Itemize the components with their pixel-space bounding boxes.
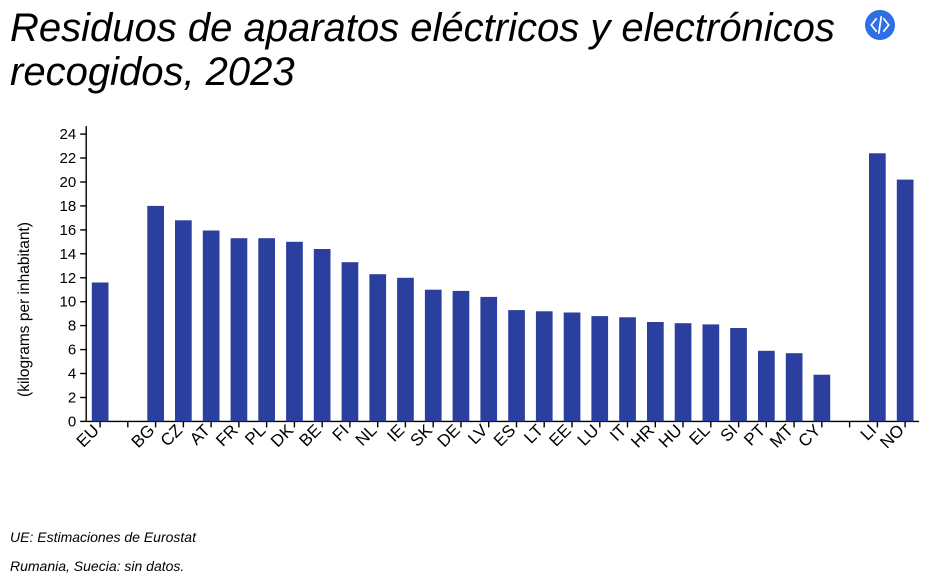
svg-text:EL: EL	[685, 421, 713, 449]
svg-text:10: 10	[60, 294, 77, 311]
svg-text:14: 14	[60, 246, 77, 263]
svg-text:SI: SI	[717, 421, 742, 446]
svg-text:SK: SK	[407, 420, 437, 450]
svg-text:LU: LU	[574, 421, 603, 450]
svg-text:NL: NL	[352, 421, 381, 450]
svg-text:ES: ES	[490, 421, 519, 450]
svg-text:FR: FR	[212, 421, 241, 450]
svg-text:NO: NO	[876, 421, 907, 452]
svg-text:AT: AT	[186, 421, 214, 449]
svg-text:HU: HU	[655, 421, 686, 452]
svg-text:BE: BE	[296, 421, 325, 450]
svg-text:4: 4	[68, 366, 76, 383]
svg-text:PL: PL	[241, 421, 269, 449]
svg-text:20: 20	[60, 174, 77, 191]
svg-text:BG: BG	[128, 421, 159, 452]
svg-text:HR: HR	[627, 421, 658, 452]
svg-text:12: 12	[60, 270, 77, 287]
svg-text:24: 24	[60, 126, 77, 143]
svg-text:DE: DE	[434, 421, 464, 451]
svg-text:PT: PT	[740, 421, 769, 450]
svg-text:(kilograms per inhabitant): (kilograms per inhabitant)	[16, 222, 33, 397]
svg-text:6: 6	[68, 342, 76, 359]
svg-text:IE: IE	[383, 421, 408, 446]
svg-text:DK: DK	[267, 420, 298, 451]
svg-text:CZ: CZ	[157, 421, 186, 450]
svg-text:MT: MT	[766, 421, 797, 452]
svg-text:16: 16	[60, 222, 77, 239]
svg-text:LT: LT	[520, 421, 547, 448]
svg-text:0: 0	[68, 413, 76, 430]
svg-text:2: 2	[68, 390, 76, 407]
svg-text:8: 8	[68, 318, 76, 335]
svg-text:CY: CY	[794, 421, 824, 451]
svg-text:18: 18	[60, 198, 77, 215]
svg-text:EE: EE	[545, 421, 574, 450]
svg-text:IT: IT	[606, 421, 630, 445]
svg-text:FI: FI	[329, 421, 353, 445]
svg-text:22: 22	[60, 150, 77, 167]
svg-text:EU: EU	[73, 421, 103, 451]
svg-text:LV: LV	[464, 420, 492, 448]
